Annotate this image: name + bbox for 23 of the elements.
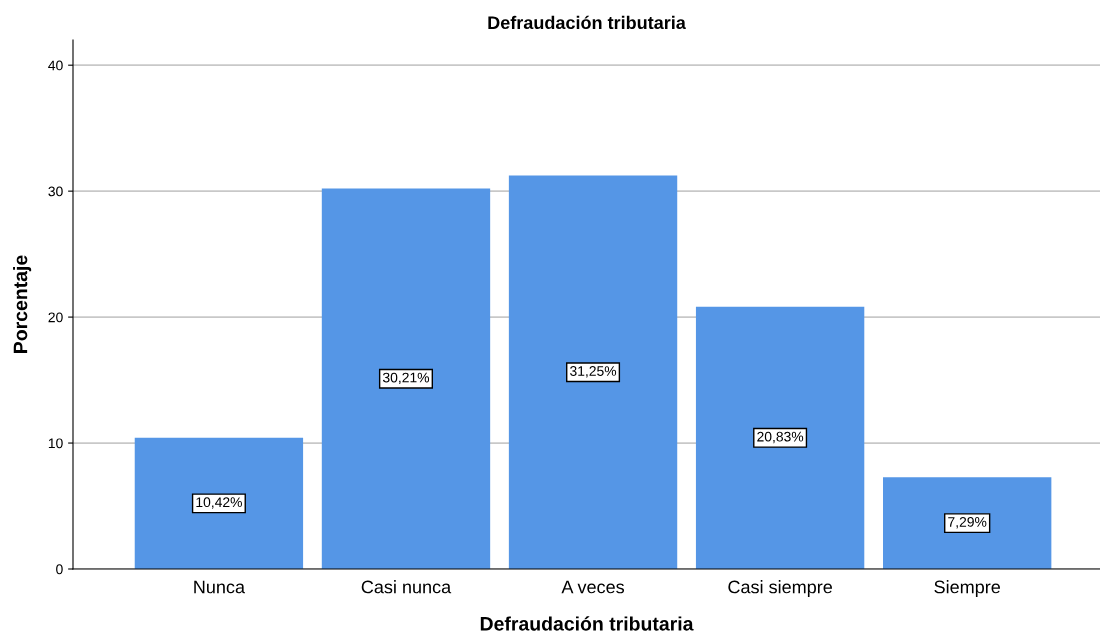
bar: [134, 437, 304, 569]
y-tick-label: 20: [48, 312, 63, 323]
y-tick-label: 10: [48, 438, 63, 449]
data-label: 20,83%: [757, 431, 804, 444]
x-tick-label: A veces: [561, 580, 625, 594]
x-axis-title: Defraudación tributaria: [480, 616, 694, 631]
x-tick-label: Casi nunca: [361, 580, 452, 594]
data-label: 10,42%: [196, 497, 242, 509]
y-tick-label: 30: [48, 186, 63, 197]
bar: [321, 188, 491, 569]
y-tick-label: 40: [48, 60, 63, 71]
bar: [695, 306, 865, 569]
data-label: 31,25%: [570, 366, 617, 378]
bar: [883, 477, 1052, 569]
chart-title: Defraudación tributaria: [488, 15, 686, 30]
data-label: 7,29%: [948, 516, 987, 529]
data-label: 30,21%: [382, 372, 430, 385]
x-tick-label: Siempre: [934, 580, 1000, 597]
bar: [508, 175, 678, 569]
x-tick-label: Casi siempre: [728, 580, 832, 597]
x-tick-label: Nunca: [194, 580, 246, 594]
y-tick-label: 0: [56, 564, 63, 575]
y-axis-title: Porcentaje: [13, 255, 32, 353]
